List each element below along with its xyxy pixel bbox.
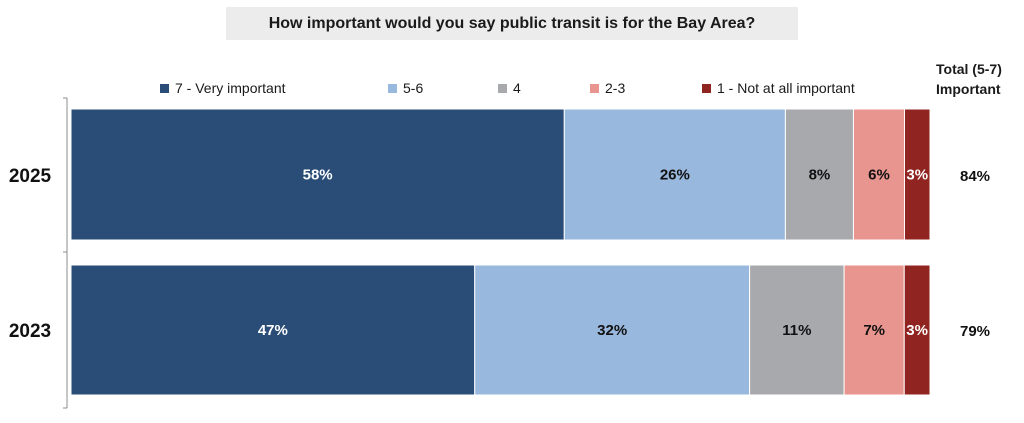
legend-swatch xyxy=(160,83,169,93)
bar-data-label: 32% xyxy=(597,322,627,339)
total-value: 79% xyxy=(960,323,990,340)
total-header-line1: Total (5-7) xyxy=(936,61,1002,77)
legend-item-2-3: 2-3 xyxy=(590,80,625,96)
bar-data-label: 8% xyxy=(809,167,831,184)
legend-label: 5-6 xyxy=(403,80,424,96)
bar-segment xyxy=(852,108,905,241)
bar-segment xyxy=(784,108,854,241)
legend-label: 1 - Not at all important xyxy=(717,80,855,96)
bar-data-label: 58% xyxy=(303,167,333,184)
category-label: 2023 xyxy=(9,321,51,342)
bar-data-label: 7% xyxy=(863,322,885,339)
legend-item-not-important: 1 - Not at all important xyxy=(702,80,855,96)
bar-segment xyxy=(843,264,905,396)
legend-swatch xyxy=(388,83,397,93)
bar-segment xyxy=(563,108,786,241)
bar-data-label: 26% xyxy=(660,167,690,184)
bar-segment xyxy=(474,264,751,396)
bar-data-label: 3% xyxy=(906,167,928,184)
legend-item-very-important: 7 - Very important xyxy=(160,80,286,96)
legend-swatch xyxy=(702,83,711,93)
bar-segment xyxy=(903,264,931,396)
legend-label: 2-3 xyxy=(605,80,626,96)
legend-label: 4 xyxy=(513,80,521,96)
legend-swatch xyxy=(498,83,507,93)
bar-segment xyxy=(749,264,845,396)
bar-segment xyxy=(70,108,565,241)
bar-data-label: 47% xyxy=(258,322,288,339)
total-value: 84% xyxy=(960,168,990,185)
total-header: Total (5-7) Important xyxy=(936,59,1016,99)
chart-title: How important would you say public trans… xyxy=(268,14,756,32)
bar-data-label: 6% xyxy=(868,167,890,184)
legend-swatch xyxy=(590,83,599,93)
category-label: 2025 xyxy=(9,166,52,187)
bar-segment xyxy=(70,264,476,396)
bar-data-label: 3% xyxy=(906,322,928,339)
legend-label: 7 - Very important xyxy=(175,80,286,96)
chart-title-box: How important would you say public trans… xyxy=(226,7,798,40)
legend-item-5-6: 5-6 xyxy=(388,80,423,96)
bar-data-label: 11% xyxy=(782,322,811,339)
legend-item-4: 4 xyxy=(498,80,521,96)
bar-segment xyxy=(903,108,931,241)
total-header-line2: Important xyxy=(936,81,1001,97)
